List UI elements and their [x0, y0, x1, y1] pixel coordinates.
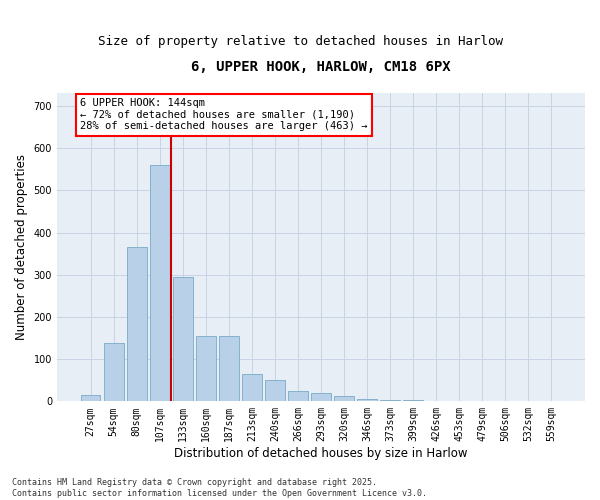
Bar	[403, 400, 423, 402]
Bar	[311, 393, 331, 402]
X-axis label: Distribution of detached houses by size in Harlow: Distribution of detached houses by size …	[174, 447, 468, 460]
Y-axis label: Number of detached properties: Number of detached properties	[15, 154, 28, 340]
Bar	[196, 336, 215, 402]
Title: 6, UPPER HOOK, HARLOW, CM18 6PX: 6, UPPER HOOK, HARLOW, CM18 6PX	[191, 60, 451, 74]
Bar	[357, 399, 377, 402]
Text: Contains HM Land Registry data © Crown copyright and database right 2025.
Contai: Contains HM Land Registry data © Crown c…	[12, 478, 427, 498]
Bar	[242, 374, 262, 402]
Bar	[380, 400, 400, 402]
Bar	[150, 165, 170, 402]
Bar	[265, 380, 284, 402]
Bar	[219, 336, 239, 402]
Bar	[334, 396, 354, 402]
Bar	[81, 395, 100, 402]
Bar	[104, 343, 124, 402]
Bar	[288, 391, 308, 402]
Bar	[127, 248, 146, 402]
Text: Size of property relative to detached houses in Harlow: Size of property relative to detached ho…	[97, 35, 503, 48]
Bar	[173, 277, 193, 402]
Text: 6 UPPER HOOK: 144sqm
← 72% of detached houses are smaller (1,190)
28% of semi-de: 6 UPPER HOOK: 144sqm ← 72% of detached h…	[80, 98, 368, 132]
